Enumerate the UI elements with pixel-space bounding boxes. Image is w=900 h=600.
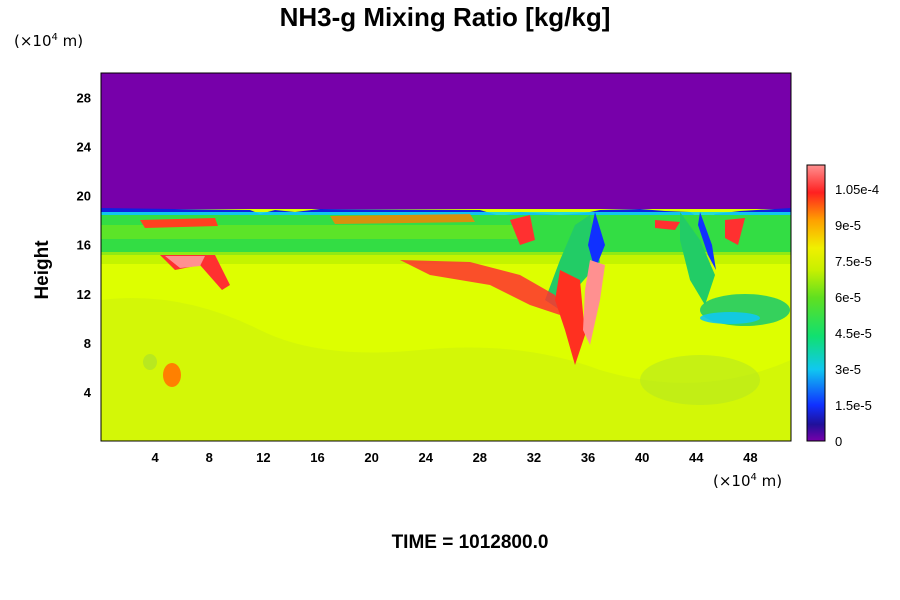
time-label: TIME = 1012800.0 <box>391 532 549 553</box>
y-unit-exponent: 4 <box>51 32 58 43</box>
orange-blob-lower <box>163 363 181 387</box>
chart-title: NH3-g Mixing Ratio [kg/kg] <box>279 2 611 32</box>
heatmap-plot <box>100 72 792 442</box>
colorbar-tick-label: 6e-5 <box>835 290 861 305</box>
colorbar-tick-label: 0 <box>835 434 842 449</box>
x-tick-label: 24 <box>418 450 433 465</box>
red-patch-right <box>725 218 745 245</box>
colorbar-tick-label: 7.5e-5 <box>835 254 872 269</box>
x-unit-suffix: m) <box>756 472 783 490</box>
lower-patch <box>640 355 760 405</box>
x-tick-label: 8 <box>206 450 213 465</box>
colorbar-ticks: 0 1.5e-5 3e-5 4.5e-5 6e-5 7.5e-5 9e-5 1.05e-4 <box>835 182 879 449</box>
y-tick-label: 4 <box>84 385 92 400</box>
colorbar: 0 1.5e-5 3e-5 4.5e-5 6e-5 7.5e-5 9e-5 1.05e-4 <box>806 164 879 449</box>
x-tick-label: 32 <box>527 450 541 465</box>
x-tick-label: 28 <box>473 450 487 465</box>
lower-variation <box>101 298 791 441</box>
green-blob-lower <box>143 354 157 370</box>
x-tick-label: 16 <box>310 450 324 465</box>
x-tick-label: 12 <box>256 450 270 465</box>
red-streak-mid <box>400 260 560 315</box>
x-tick-label: 48 <box>743 450 757 465</box>
upper-atmosphere-field <box>101 73 791 209</box>
cloud-base-transition <box>101 252 791 264</box>
x-tick-label: 40 <box>635 450 649 465</box>
x-tick-label: 4 <box>152 450 160 465</box>
plot-frame <box>100 72 792 442</box>
x-unit-prefix: (×10 <box>713 472 751 490</box>
y-tick-label: 20 <box>77 189 91 204</box>
x-tick-label: 36 <box>581 450 595 465</box>
x-tick-label: 20 <box>364 450 378 465</box>
y-axis-ticks: 4 8 12 16 20 24 28 <box>77 91 92 400</box>
colorbar-tick-label: 3e-5 <box>835 362 861 377</box>
colorbar-scale <box>806 164 826 442</box>
orange-streak-top <box>330 214 475 224</box>
y-unit-suffix: m) <box>57 32 84 50</box>
cloud-band-inner <box>101 225 521 239</box>
red-patch-upper <box>510 215 535 245</box>
colorbar-tick-label: 9e-5 <box>835 218 861 233</box>
red-column <box>555 270 585 365</box>
x-axis-unit: (×104 m) <box>713 472 782 490</box>
right-plume-blue <box>698 212 716 270</box>
y-tick-label: 8 <box>84 336 91 351</box>
y-tick-label: 16 <box>77 238 91 253</box>
red-patch-right-small <box>655 220 680 230</box>
plume-blue <box>588 212 605 270</box>
colorbar-tick-label: 1.5e-5 <box>835 398 872 413</box>
red-streak-top-left <box>140 218 218 228</box>
y-tick-label: 24 <box>77 140 92 155</box>
right-plume-green <box>680 212 715 305</box>
right-cyan-patch <box>700 312 760 324</box>
x-unit-exponent: 4 <box>750 472 757 483</box>
colorbar-tick-label: 4.5e-5 <box>835 326 872 341</box>
y-tick-label: 28 <box>77 91 91 106</box>
y-tick-label: 12 <box>77 287 91 302</box>
x-tick-label: 44 <box>689 450 704 465</box>
y-unit-prefix: (×10 <box>14 32 52 50</box>
colorbar-tick-label: 1.05e-4 <box>835 182 879 197</box>
pink-column <box>583 260 605 345</box>
x-axis-ticks: 4 8 12 16 20 24 28 32 36 40 44 48 <box>152 450 758 465</box>
y-axis-unit: (×104 m) <box>14 32 83 50</box>
pink-patch-left <box>165 256 205 268</box>
